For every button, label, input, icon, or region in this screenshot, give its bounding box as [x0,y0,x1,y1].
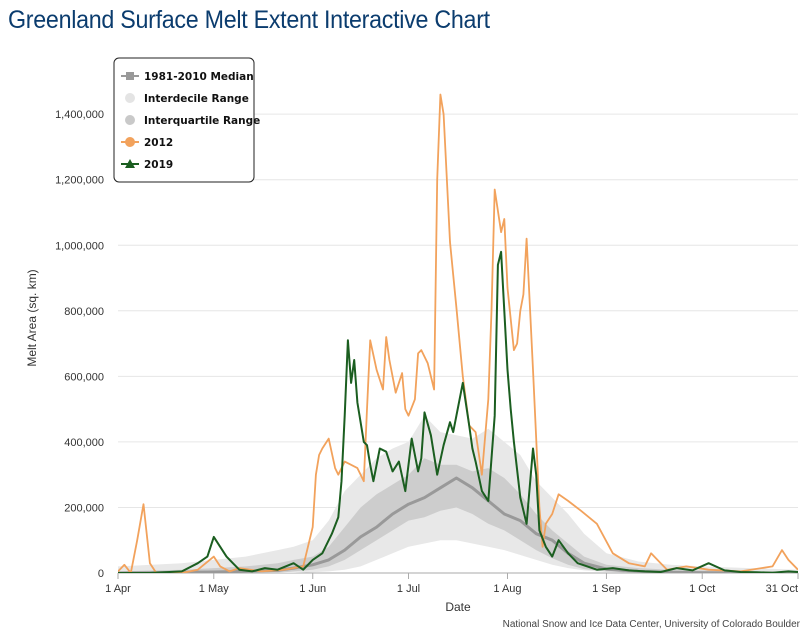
y-tick-label: 1,000,000 [55,240,104,252]
legend-item[interactable]: 2012 [121,137,173,149]
series-2012-line [118,93,798,573]
x-tick-label: 1 Oct [689,583,715,595]
interquartile-band [118,458,798,573]
x-tick-label: 1 May [199,583,229,595]
x-tick-label: 1 Sep [592,583,621,595]
x-tick-label: 1 Aug [493,583,521,595]
legend-triangle-icon [125,159,135,168]
x-axis: 1 Apr 1 May 1 Jun 1 Jul 1 Aug 1 Sep 1 Oct 31 Oc… [105,573,799,595]
x-axis-title: Date [445,600,471,614]
y-axis-title: Melt Area (sq. km) [25,269,39,366]
legend-item[interactable]: Interdecile Range [125,93,249,105]
legend: 1981-2010 Median Interdecile Range Interqu… [113,57,260,183]
legend-item[interactable]: 1981-2010 Median [121,71,254,83]
legend-label: 2012 [144,137,173,149]
range-bands [118,415,798,573]
x-tick-label: 31 Oct [766,583,798,595]
y-tick-label: 400,000 [64,437,104,449]
y-tick-label: 800,000 [64,306,104,318]
series-2019-line [118,250,798,573]
y-tick-label: 1,400,000 [55,109,104,121]
series-lines [118,93,798,573]
y-axis: 0 200,000 400,000 600,000 800,000 1,000,000 1,… [55,109,104,580]
y-tick-label: 200,000 [64,502,104,514]
x-tick-label: 1 Jun [299,583,326,595]
legend-circle-icon [125,93,135,103]
page-title: Greenland Surface Melt Extent Interactiv… [8,6,490,34]
legend-circle-icon [125,115,135,125]
legend-item[interactable]: 2019 [121,159,173,171]
legend-item[interactable]: Interquartile Range [125,115,260,127]
legend-square-icon [126,72,134,80]
legend-label: Interdecile Range [144,93,249,105]
legend-label: 1981-2010 Median [144,71,254,83]
x-tick-label: 1 Jul [397,583,420,595]
chart-credit: National Snow and Ice Data Center, Unive… [503,619,801,630]
legend-label: 2019 [144,159,173,171]
legend-circle-icon [125,137,135,147]
y-tick-label: 1,200,000 [55,175,104,187]
x-tick-label: 1 Apr [105,583,131,595]
y-tick-label: 0 [98,568,104,580]
y-tick-label: 600,000 [64,371,104,383]
legend-label: Interquartile Range [144,115,260,127]
